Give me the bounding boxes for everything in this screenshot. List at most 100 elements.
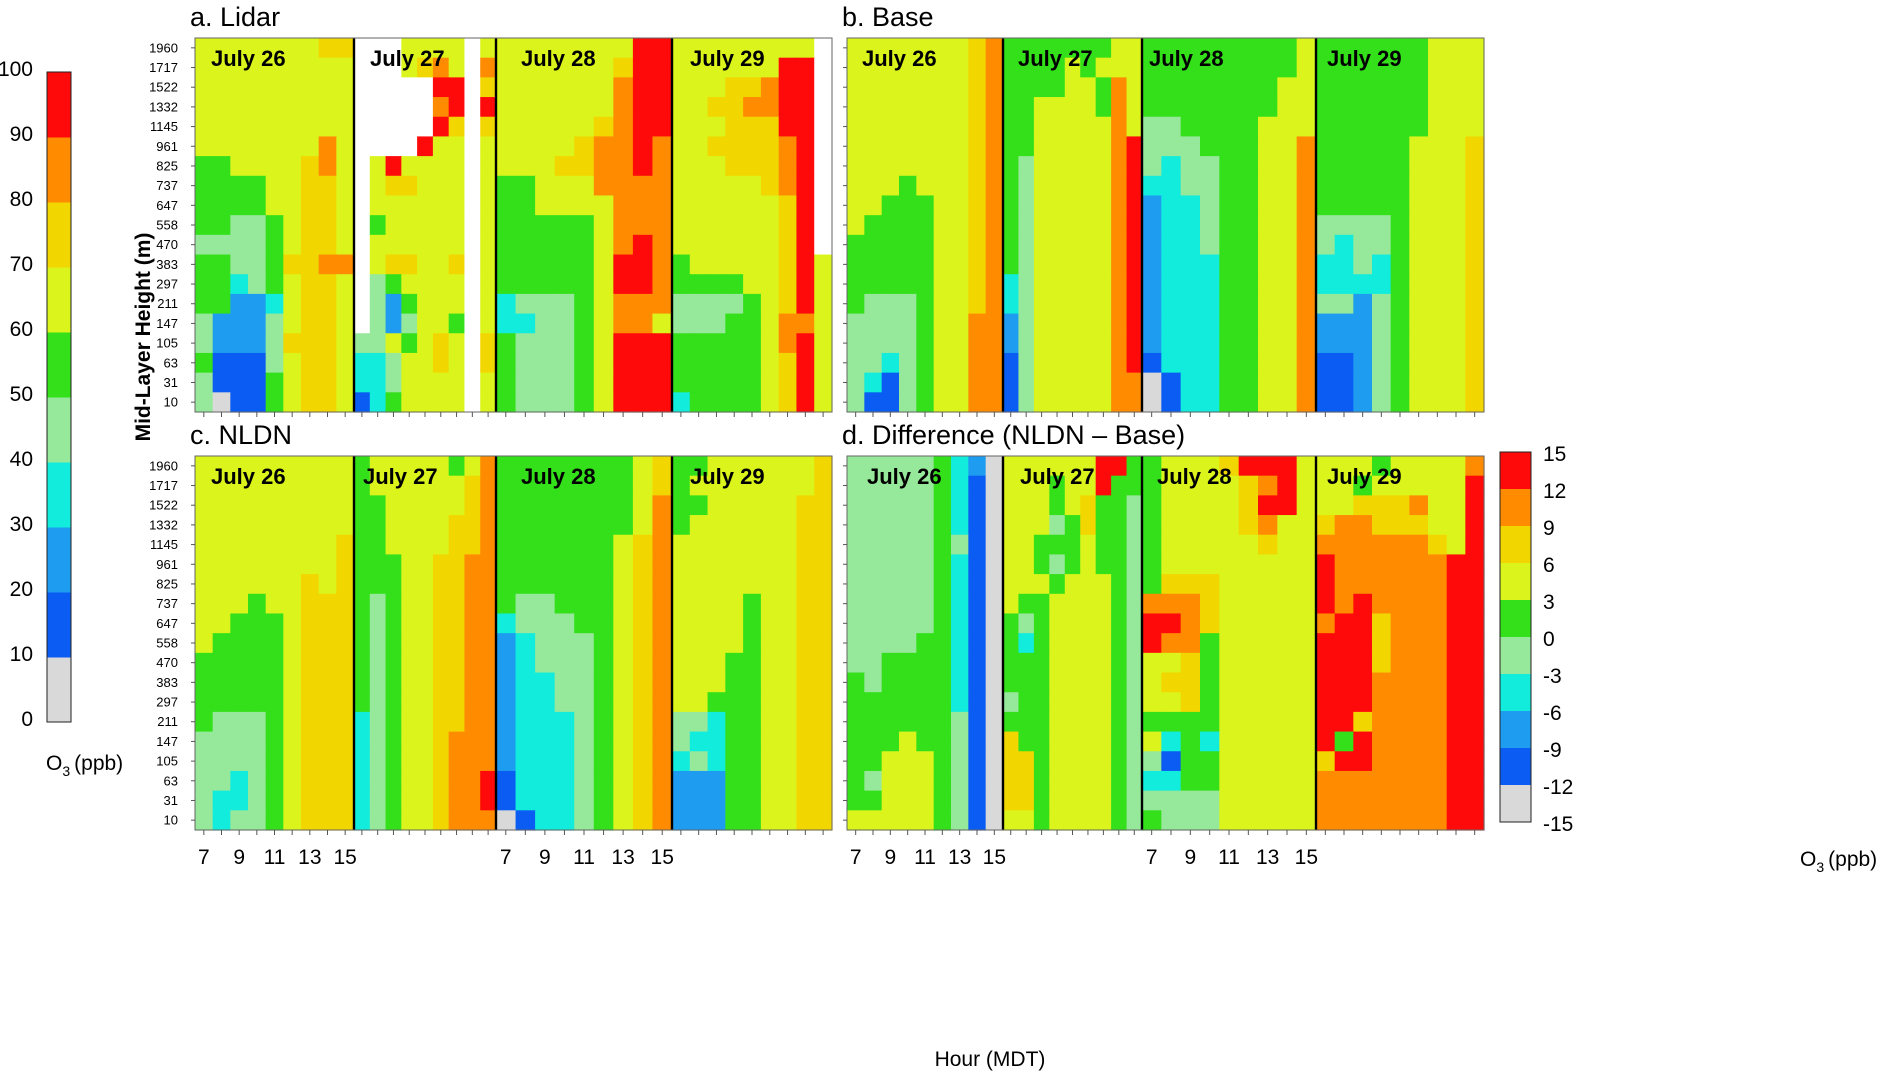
- colorbar-band: [47, 527, 71, 593]
- heat-cell: [1180, 333, 1201, 354]
- heat-cell: [1033, 692, 1050, 713]
- heat-cell: [1465, 57, 1485, 78]
- heat-cell: [354, 97, 371, 118]
- heat-cell: [1428, 456, 1448, 477]
- heat-cell: [1003, 372, 1020, 393]
- heat-cell: [1428, 574, 1448, 595]
- heat-cell: [652, 810, 673, 831]
- heat-cell: [760, 352, 780, 374]
- heat-cell: [515, 751, 536, 772]
- heat-cell: [1095, 333, 1112, 354]
- heat-cell: [916, 711, 935, 733]
- heat-cell: [1446, 313, 1466, 334]
- heat-cell: [672, 274, 691, 295]
- heat-cell: [1064, 195, 1081, 216]
- heat-cell: [1142, 751, 1162, 772]
- heat-cell: [632, 293, 654, 315]
- heat-cell: [1353, 692, 1373, 713]
- heat-cell: [515, 156, 536, 177]
- heat-cell: [796, 136, 815, 157]
- heat-cell: [593, 456, 614, 477]
- heat-cell: [814, 633, 833, 654]
- heat-cell: [1465, 313, 1485, 334]
- heat-cell: [354, 234, 371, 256]
- heat-cell: [1049, 175, 1066, 197]
- heat-cell: [1258, 215, 1278, 236]
- heat-cell: [574, 751, 595, 772]
- heat-cell: [881, 751, 900, 772]
- heat-cell: [1142, 57, 1162, 78]
- heat-cell: [195, 372, 214, 393]
- heat-cell: [968, 116, 987, 138]
- heat-cell: [248, 613, 267, 634]
- heat-cell: [574, 175, 595, 197]
- heat-cell: [1390, 57, 1410, 78]
- heat-cell: [1296, 672, 1317, 693]
- heat-cell: [689, 175, 709, 197]
- heat-cell: [1446, 352, 1466, 374]
- heat-cell: [1409, 515, 1429, 536]
- heat-cell: [1142, 175, 1162, 197]
- heat-cell: [480, 515, 497, 536]
- heat-cell: [985, 613, 1004, 634]
- heat-cell: [1033, 574, 1050, 595]
- heat-cell: [881, 652, 900, 674]
- heat-cell: [1296, 711, 1317, 733]
- heat-cell: [1142, 633, 1162, 654]
- heat-cell: [814, 613, 833, 634]
- heat-cell: [593, 593, 614, 615]
- heat-cell: [760, 156, 780, 177]
- colorbar-unit-label: O3 (ppb): [1800, 848, 1877, 875]
- heat-cell: [1446, 97, 1466, 118]
- heat-cell: [1080, 613, 1097, 634]
- heat-cell: [593, 613, 614, 634]
- colorbar-tick-label: 12: [1543, 480, 1566, 503]
- heat-cell: [1258, 593, 1278, 615]
- heat-cell: [195, 652, 214, 674]
- heat-cell: [1049, 274, 1066, 295]
- heat-cell: [480, 475, 497, 496]
- heat-cell: [814, 515, 833, 536]
- heat-cell: [1080, 751, 1097, 772]
- heat-cell: [707, 392, 726, 413]
- heat-cell: [1334, 234, 1354, 256]
- heat-cell: [916, 38, 935, 59]
- heat-cell: [933, 156, 952, 177]
- heat-cell: [1316, 672, 1336, 693]
- heat-cell: [1258, 495, 1278, 516]
- heat-cell: [864, 234, 883, 256]
- heat-cell: [318, 456, 337, 477]
- heat-cell: [743, 136, 762, 157]
- heat-cell: [1018, 672, 1035, 693]
- heat-cell: [448, 392, 466, 413]
- heat-cell: [814, 313, 833, 334]
- heat-cell: [212, 372, 231, 393]
- heat-cell: [1316, 136, 1336, 157]
- heat-cell: [574, 97, 595, 118]
- heat-cell: [401, 57, 418, 78]
- heat-cell: [847, 116, 865, 138]
- heat-cell: [385, 57, 402, 78]
- heat-cell: [1049, 333, 1066, 354]
- heat-cell: [283, 731, 302, 752]
- heat-cell: [195, 711, 214, 733]
- heat-cell: [535, 77, 556, 98]
- heat-cell: [1334, 495, 1354, 516]
- heat-cell: [1142, 731, 1162, 752]
- heat-cell: [318, 731, 337, 752]
- heat-cell: [613, 633, 634, 654]
- heat-cell: [725, 175, 744, 197]
- heat-cell: [672, 38, 691, 59]
- heat-cell: [336, 215, 355, 236]
- heat-cell: [847, 156, 865, 177]
- heat-cell: [1258, 254, 1278, 275]
- heat-cell: [1446, 593, 1466, 615]
- heat-cell: [632, 711, 654, 733]
- heat-cell: [707, 593, 726, 615]
- heat-cell: [1277, 652, 1298, 674]
- heat-cell: [1095, 495, 1112, 516]
- heat-cell: [1409, 175, 1429, 197]
- heat-cell: [725, 156, 744, 177]
- heat-cell: [1296, 731, 1317, 752]
- heat-cell: [725, 692, 744, 713]
